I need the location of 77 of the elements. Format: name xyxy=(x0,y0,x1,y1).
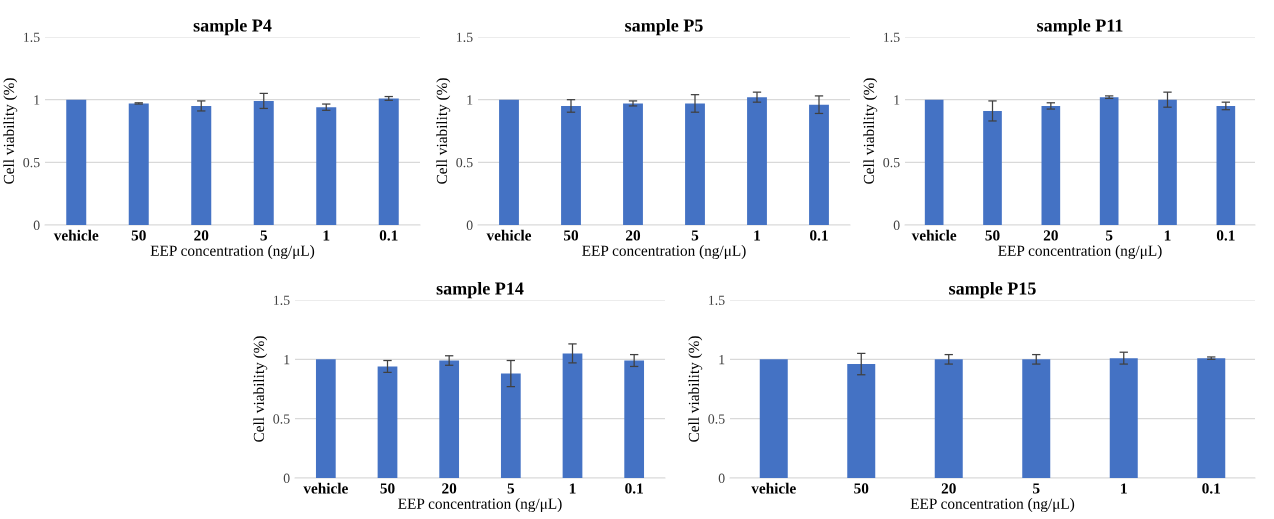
bar xyxy=(562,353,583,478)
x-tick-label: 5 xyxy=(1033,483,1040,494)
x-axis-title: EEP concentration (ng/μL) xyxy=(998,245,1162,259)
bar xyxy=(253,100,274,225)
bar xyxy=(128,103,149,225)
x-tick-label: vehicle xyxy=(486,229,532,241)
x-tick-label: 5 xyxy=(260,230,268,241)
x-tick-label: vehicle xyxy=(751,482,796,494)
x-tick-label: 0.1 xyxy=(1202,483,1221,494)
x-tick-label: 1 xyxy=(323,230,330,241)
y-tick-label: 1 xyxy=(34,95,40,105)
x-tick-label: 50 xyxy=(854,483,869,494)
x-axis-title: EEP concentration (ng/μL) xyxy=(582,245,746,259)
y-tick-label: 0 xyxy=(718,473,725,483)
y-axis-title: Cell viability (%) xyxy=(253,336,268,442)
y-tick-label: 1 xyxy=(467,95,473,105)
x-tick-label: 0.1 xyxy=(810,230,828,241)
y-tick-label: 1.5 xyxy=(24,32,40,43)
y-axis-title: Cell viability (%) xyxy=(3,78,18,184)
y-tick-label: 0 xyxy=(33,220,40,230)
chart-title: sample P4 xyxy=(193,18,272,36)
chart-title: sample P15 xyxy=(949,281,1036,299)
x-tick-label: 20 xyxy=(194,230,209,241)
y-axis-title: Cell viability (%) xyxy=(688,336,703,442)
x-tick-label: 50 xyxy=(131,230,146,241)
y-tick-label: 0 xyxy=(893,220,900,230)
bar xyxy=(624,360,645,478)
bar xyxy=(378,98,399,225)
bar xyxy=(66,99,87,225)
x-tick-label: vehicle xyxy=(911,229,957,241)
x-tick-label: 0.1 xyxy=(1216,230,1235,241)
x-tick-label: vehicle xyxy=(303,482,348,494)
x-tick-label: 20 xyxy=(1043,230,1058,241)
x-tick-label: 50 xyxy=(380,483,395,494)
y-tick-label: 0.5 xyxy=(23,157,40,168)
x-tick-label: 5 xyxy=(507,483,515,494)
y-tick-label: 1.5 xyxy=(457,32,473,43)
x-tick-label: 5 xyxy=(1105,230,1113,241)
y-tick-label: 1.5 xyxy=(274,295,290,306)
y-axis-title: Cell viability (%) xyxy=(863,78,878,184)
chart-title: sample P14 xyxy=(436,281,524,299)
y-tick-label: 0.5 xyxy=(456,157,473,168)
x-tick-label: 0.1 xyxy=(379,230,398,241)
x-tick-label: 20 xyxy=(626,230,641,241)
x-tick-label: 0.1 xyxy=(625,483,643,494)
x-tick-label: 1 xyxy=(754,230,761,241)
x-tick-label: 5 xyxy=(691,230,699,241)
chart-title: sample P5 xyxy=(625,18,703,36)
y-tick-label: 0 xyxy=(466,220,473,230)
y-tick-label: 0.5 xyxy=(273,414,290,424)
x-axis-title: EEP concentration (ng/μL) xyxy=(398,498,562,512)
y-tick-label: 1.5 xyxy=(709,295,725,306)
x-tick-label: 20 xyxy=(442,483,457,494)
x-tick-label: 1 xyxy=(1121,483,1127,494)
y-tick-label: 1.5 xyxy=(884,32,900,43)
y-tick-label: 1 xyxy=(719,354,725,365)
x-tick-label: 20 xyxy=(941,483,956,494)
x-tick-label: 50 xyxy=(563,230,579,241)
bar xyxy=(315,359,336,478)
bar xyxy=(439,360,460,478)
bar xyxy=(191,105,212,225)
x-tick-label: 50 xyxy=(985,230,1000,241)
x-axis-title: EEP concentration (ng/μL) xyxy=(910,498,1075,512)
x-tick-label: 1 xyxy=(569,483,576,494)
y-axis-title: Cell viability (%) xyxy=(436,78,451,184)
bar xyxy=(500,373,521,478)
y-tick-label: 0.5 xyxy=(883,157,900,168)
y-tick-label: 1 xyxy=(894,95,900,105)
y-tick-label: 0.5 xyxy=(708,414,725,424)
y-tick-label: 0 xyxy=(283,473,290,483)
x-tick-label: vehicle xyxy=(53,229,99,241)
bar xyxy=(316,107,337,225)
x-axis-title: EEP concentration (ng/μL) xyxy=(150,245,315,259)
x-tick-label: 1 xyxy=(1164,230,1171,241)
bar xyxy=(377,366,398,478)
chart-title: sample P11 xyxy=(1037,18,1123,36)
y-tick-label: 1 xyxy=(284,354,290,365)
